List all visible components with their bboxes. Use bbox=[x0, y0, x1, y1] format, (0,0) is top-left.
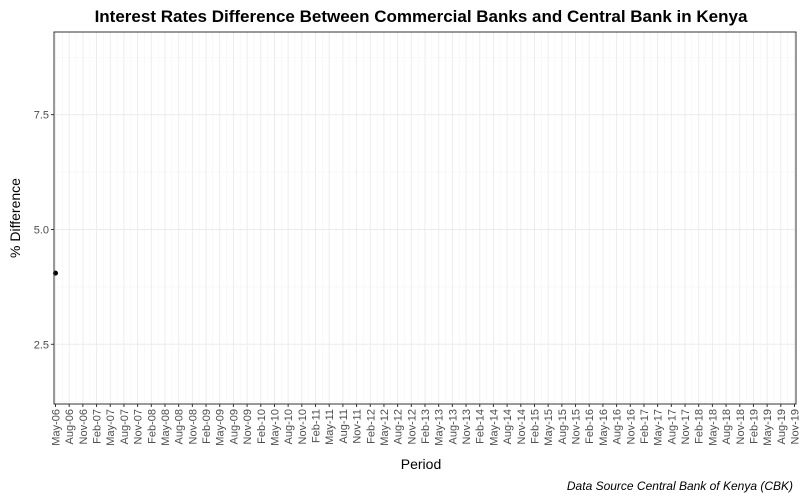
x-tick-label: Nov-07 bbox=[133, 409, 145, 444]
y-tick-label: 5.0 bbox=[34, 224, 49, 236]
x-tick-label: Aug-08 bbox=[174, 409, 186, 444]
x-tick-label: Feb-07 bbox=[92, 409, 104, 444]
x-tick-label: May-17 bbox=[653, 409, 665, 446]
x-tick-label: May-11 bbox=[324, 409, 336, 445]
x-tick-label: May-16 bbox=[598, 409, 610, 446]
y-axis-title: % Difference bbox=[7, 178, 23, 258]
x-tick-label: Nov-08 bbox=[187, 409, 199, 444]
x-axis-title: Period bbox=[401, 456, 441, 472]
x-tick-label: May-10 bbox=[269, 409, 281, 446]
x-tick-label: Feb-10 bbox=[256, 409, 268, 444]
x-tick-label: May-19 bbox=[762, 409, 774, 446]
x-tick-label: Nov-17 bbox=[680, 409, 692, 444]
grid-lines bbox=[54, 32, 796, 404]
x-tick-label: Feb-19 bbox=[748, 409, 760, 444]
chart-title: Interest Rates Difference Between Commer… bbox=[95, 7, 748, 26]
x-tick-label: Aug-14 bbox=[502, 409, 514, 444]
x-tick-label: Feb-09 bbox=[201, 409, 213, 444]
x-tick-label: Feb-16 bbox=[584, 409, 596, 444]
x-tick-label: Nov-18 bbox=[735, 409, 747, 444]
x-tick-label: Nov-12 bbox=[406, 409, 418, 444]
y-axis: 2.5 5.0 7.5 bbox=[34, 110, 54, 351]
x-tick-label: Aug-09 bbox=[228, 409, 240, 444]
x-tick-label: Nov-09 bbox=[242, 409, 254, 444]
x-tick-label: May-12 bbox=[379, 409, 391, 446]
plot-panel bbox=[53, 31, 797, 405]
x-tick-label: Nov-16 bbox=[625, 409, 637, 444]
x-tick-label: Feb-11 bbox=[311, 409, 323, 443]
x-tick-label: Feb-15 bbox=[529, 409, 541, 444]
x-tick-label: Nov-14 bbox=[516, 409, 528, 444]
x-tick-label: May-15 bbox=[543, 409, 555, 446]
x-tick-label: Feb-08 bbox=[146, 409, 158, 444]
x-tick-label: Feb-14 bbox=[475, 409, 487, 444]
x-axis: May-06 Aug-06 Nov-06 Feb-07 May-07 Aug-07 Nov-… bbox=[51, 404, 800, 446]
x-tick-label: Feb-18 bbox=[694, 409, 706, 444]
x-tick-label: Feb-12 bbox=[365, 409, 377, 444]
x-tick-label: May-13 bbox=[434, 409, 446, 446]
x-tick-label: Nov-19 bbox=[790, 409, 800, 444]
x-tick-label: Nov-10 bbox=[297, 409, 309, 444]
x-tick-label: Feb-13 bbox=[420, 409, 432, 444]
x-tick-label: Nov-13 bbox=[461, 409, 473, 444]
x-tick-label: Aug-06 bbox=[64, 409, 76, 444]
x-tick-label: Aug-11 bbox=[338, 409, 350, 444]
x-tick-label: May-07 bbox=[105, 409, 117, 446]
x-tick-label: Aug-13 bbox=[447, 409, 459, 444]
x-tick-label: Nov-11 bbox=[352, 409, 364, 444]
y-tick-label: 2.5 bbox=[34, 339, 49, 351]
x-tick-label: Aug-19 bbox=[776, 409, 788, 444]
x-tick-label: May-18 bbox=[707, 409, 719, 446]
x-tick-label: Aug-16 bbox=[612, 409, 624, 444]
x-tick-label: Feb-17 bbox=[639, 409, 651, 444]
x-tick-label: Aug-07 bbox=[119, 409, 131, 444]
x-tick-label: Aug-18 bbox=[721, 409, 733, 444]
y-tick-label: 7.5 bbox=[34, 110, 49, 122]
x-tick-label: Aug-17 bbox=[666, 409, 678, 444]
x-tick-label: May-09 bbox=[215, 409, 227, 446]
x-tick-label: May-06 bbox=[51, 409, 63, 446]
x-tick-label: Nov-15 bbox=[571, 409, 583, 444]
x-tick-label: Aug-15 bbox=[557, 409, 569, 444]
x-tick-label: Nov-06 bbox=[78, 409, 90, 444]
chart-caption: Data Source Central Bank of Kenya (CBK) bbox=[567, 479, 793, 493]
x-tick-label: Aug-12 bbox=[393, 409, 405, 444]
x-tick-label: Aug-10 bbox=[283, 409, 295, 444]
x-tick-label: May-14 bbox=[488, 409, 500, 446]
x-tick-label: May-08 bbox=[160, 409, 172, 446]
